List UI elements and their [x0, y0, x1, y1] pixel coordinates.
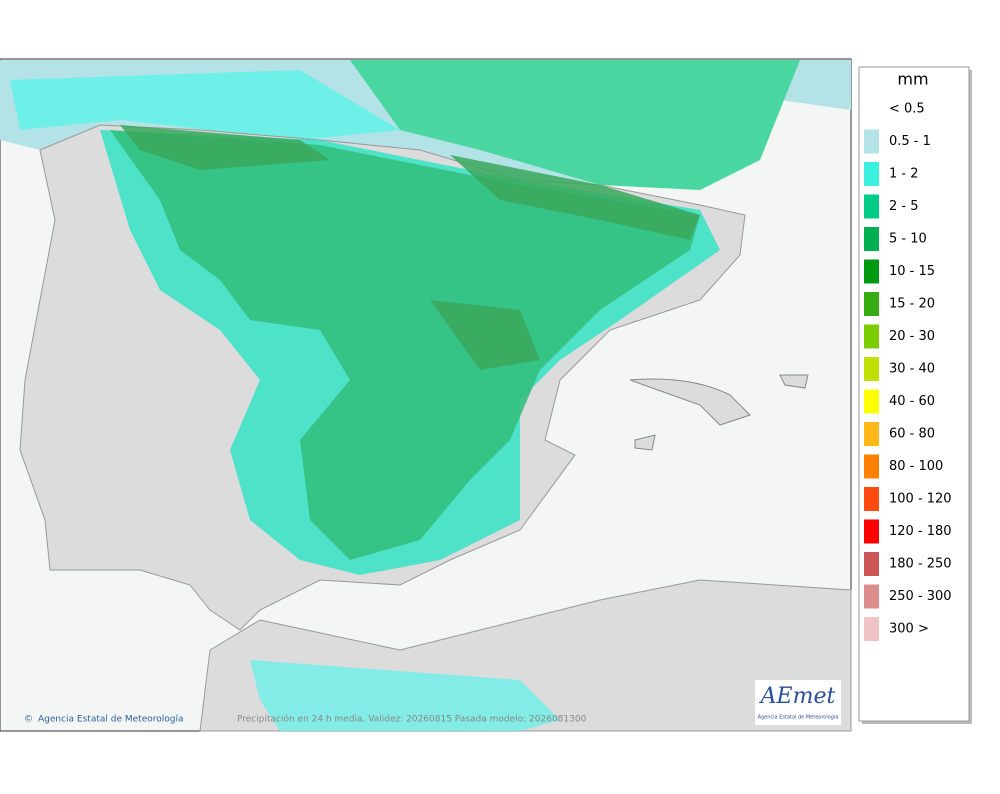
- sea-precip: [10, 70, 400, 140]
- logo-box: [755, 680, 841, 725]
- caption: Precipitación en 24 h media. Validez: 20…: [237, 714, 587, 725]
- legend-swatch: [864, 227, 879, 251]
- legend-label: 40 - 60: [889, 394, 935, 409]
- sea-precip: [350, 60, 800, 190]
- legend-label: 300 >: [889, 622, 929, 637]
- legend-swatch: [864, 259, 879, 284]
- logo-subtitle: Agencia Estatal de Meteorología: [758, 714, 839, 721]
- logo-text: AEmet: [759, 684, 836, 709]
- legend-label: 1 - 2: [889, 167, 919, 182]
- legend-label: < 0.5: [889, 102, 925, 117]
- credit-icon: ©: [24, 715, 33, 725]
- legend-swatch: [864, 129, 879, 154]
- legend-swatch: [864, 584, 879, 609]
- legend-swatch: [864, 357, 879, 381]
- legend-swatch: [864, 487, 879, 511]
- legend-label: 2 - 5: [889, 199, 919, 214]
- precip-5-10: [120, 125, 700, 370]
- legend-swatch: [864, 422, 879, 446]
- legend-label: 10 - 15: [889, 264, 935, 279]
- legend-swatch: [864, 552, 879, 576]
- legend-label: 15 - 20: [889, 297, 935, 312]
- credit: Agencia Estatal de Meteorología: [38, 715, 184, 725]
- legend: mm < 0.5 0.5 - 1 1 - 2 2 - 5 5 - 10 10 - 15 15…: [858, 66, 972, 724]
- precip-2-5: [110, 130, 700, 560]
- map: © Agencia Estatal de Meteorología Precip…: [0, 58, 852, 732]
- legend-label: 30 - 40: [889, 362, 935, 377]
- legend-swatch: [864, 324, 879, 349]
- legend-label: 180 - 250: [889, 557, 952, 572]
- legend-swatch: [864, 389, 879, 414]
- legend-label: 100 - 120: [889, 492, 952, 507]
- legend-swatch: [864, 162, 879, 186]
- legend-label: 0.5 - 1: [889, 134, 931, 149]
- legend-label: 250 - 300: [889, 589, 952, 604]
- legend-swatch: [864, 292, 879, 316]
- legend-swatch: [864, 519, 879, 544]
- precip-1-2: [250, 660, 560, 731]
- island: [629, 374, 809, 451]
- legend-swatch: [864, 454, 879, 479]
- legend-label: 80 - 100: [889, 459, 943, 474]
- legend-swatch: [864, 617, 879, 641]
- legend-label: 20 - 30: [889, 329, 935, 344]
- legend-label: 120 - 180: [889, 524, 952, 539]
- legend-title: mm: [897, 70, 928, 89]
- legend-label: 60 - 80: [889, 427, 935, 442]
- legend-swatch: [864, 194, 879, 219]
- legend-label: 5 - 10: [889, 232, 927, 247]
